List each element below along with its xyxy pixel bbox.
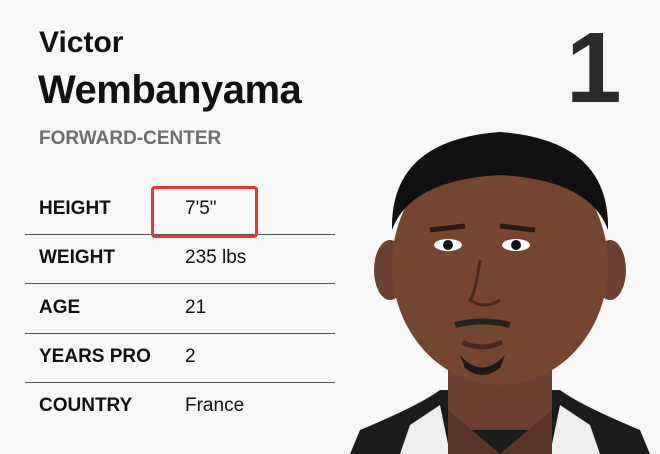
player-position: FORWARD-CENTER: [39, 128, 222, 149]
stat-value: 21: [185, 297, 207, 318]
jersey-number: 1: [566, 12, 622, 124]
stat-value: 235 lbs: [185, 247, 247, 268]
stat-label: WEIGHT: [39, 247, 115, 268]
stat-row-country: COUNTRY France: [25, 382, 335, 431]
stat-value: 7'5": [185, 198, 217, 219]
player-last-name: Wembanyama: [38, 68, 302, 112]
stat-value: 2: [185, 346, 196, 367]
stat-row-years-pro: YEARS PRO 2: [25, 333, 335, 383]
stat-label: HEIGHT: [39, 198, 111, 219]
player-first-name: Victor: [39, 26, 124, 59]
stat-label: YEARS PRO: [39, 346, 151, 367]
stat-label: COUNTRY: [39, 395, 133, 416]
player-photo: [350, 132, 650, 454]
highlight-box: [151, 186, 258, 238]
stat-row-age: AGE 21: [25, 284, 335, 334]
stat-row-weight: WEIGHT 235 lbs: [25, 234, 335, 284]
stat-value: France: [185, 395, 245, 416]
stat-row-height: HEIGHT 7'5": [25, 185, 335, 235]
stat-label: AGE: [39, 297, 81, 318]
